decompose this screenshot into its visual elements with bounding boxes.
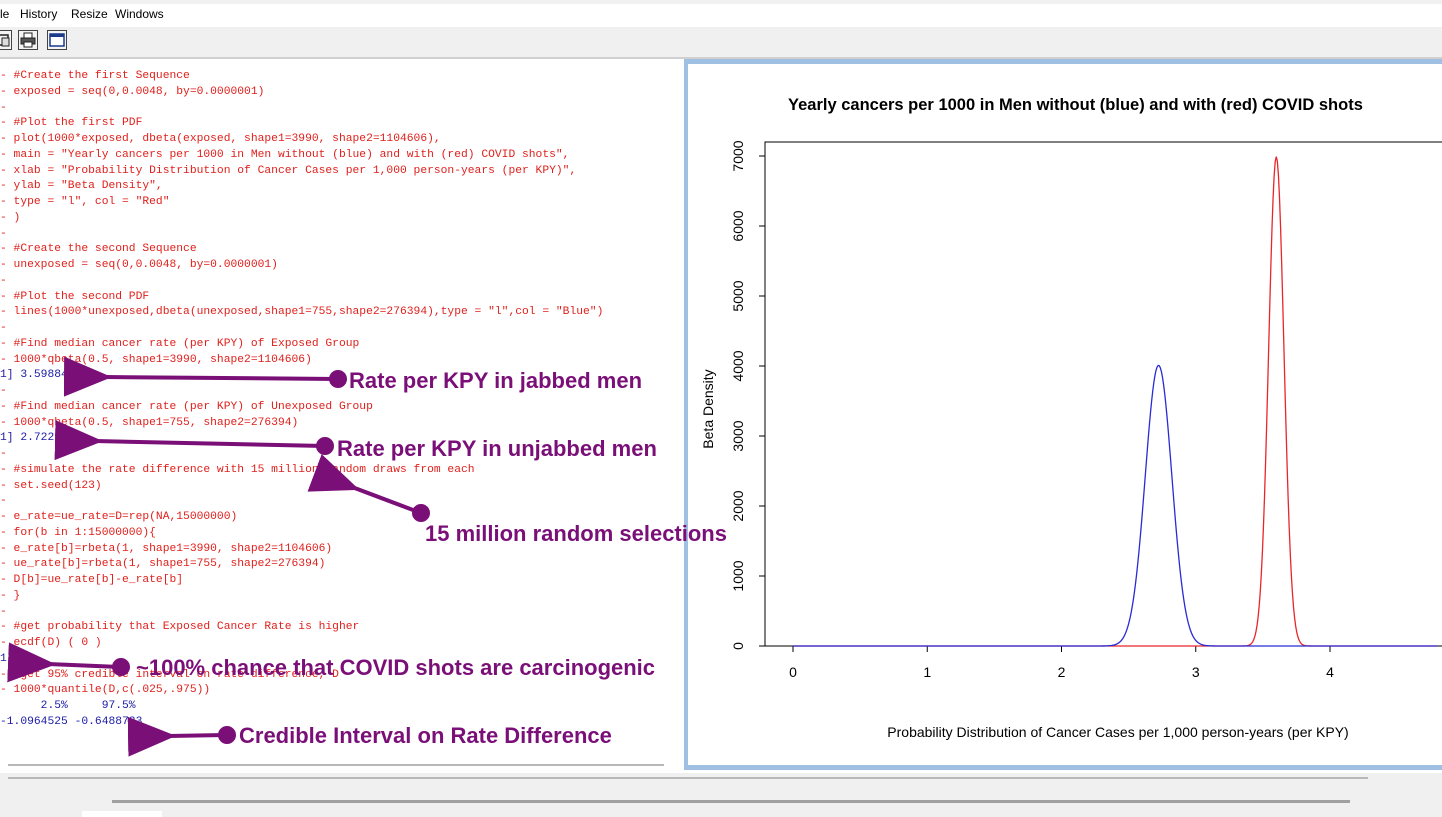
console-command-line: - #simulate the rate difference with 15 … <box>0 463 475 476</box>
console-command-line: - <box>0 227 14 240</box>
console-command-line: - #Create the first Sequence <box>0 70 190 82</box>
arrow-exposed-dot <box>329 370 347 388</box>
console-output-line: 2.5% 97.5% <box>0 700 136 712</box>
console-scroll-divider <box>8 764 664 766</box>
x-axis-label: Probability Distribution of Cancer Cases… <box>887 724 1348 740</box>
console-output-line: -1.0964525 -0.6488733 <box>0 715 143 728</box>
console-command-line: - #Find median cancer rate (per KPY) of … <box>0 400 373 413</box>
horizontal-scrollbar[interactable] <box>112 800 1350 803</box>
arrow-unexposed <box>54 420 326 461</box>
arrow-exposed <box>63 356 339 397</box>
x-tick-label: 4 <box>1326 664 1334 680</box>
console-command-line: - <box>0 101 14 114</box>
arrow-interval <box>127 716 227 757</box>
console-command-line: - type = "l", col = "Red" <box>0 196 170 208</box>
window-top-strip <box>0 0 1442 4</box>
arrow-probability-dot <box>112 658 130 676</box>
menu-windows[interactable]: Windows <box>115 7 164 21</box>
console-command-line: - plot(1000*exposed, dbeta(exposed, shap… <box>0 133 441 145</box>
console-command-line: - #get probability that Exposed Cancer R… <box>0 621 360 634</box>
chart-title: Yearly cancers per 1000 in Men without (… <box>788 96 1363 114</box>
taskbar-tab[interactable] <box>82 811 162 817</box>
x-tick-label: 2 <box>1058 664 1066 680</box>
y-tick-label: 4000 <box>730 350 746 381</box>
menu-resize[interactable]: Resize <box>71 7 108 21</box>
r-console[interactable]: - #Create the first Sequence - exposed = … <box>0 59 684 773</box>
plot-area: Yearly cancers per 1000 in Men without (… <box>688 64 1442 765</box>
y-axis-label: Beta Density <box>700 369 716 448</box>
menu-file[interactable]: le <box>0 7 10 21</box>
console-command-line: - #Create the second Sequence <box>0 243 197 256</box>
console-command-line: - <box>0 448 14 460</box>
density-chart: Yearly cancers per 1000 in Men without (… <box>700 96 1442 740</box>
y-tick-label: 5000 <box>730 280 746 311</box>
console-command-line: - #Find median cancer rate (per KPY) of … <box>0 337 360 350</box>
annotation-unexposed-rate: Rate per KPY in unjabbed men <box>337 436 657 461</box>
annotation-random-draws: 15 million random selections <box>425 521 727 546</box>
arrow-draws-dot <box>412 504 430 522</box>
x-tick-label: 1 <box>923 664 931 680</box>
y-tick-label: 1000 <box>730 560 746 591</box>
copy-icon[interactable] <box>0 30 12 50</box>
horizontal-divider <box>8 777 1368 779</box>
console-command-line: - <box>0 322 14 334</box>
console-command-line: - e_rate[b]=rbeta(1, shape1=3990, shape2… <box>0 542 333 555</box>
copy-icon-glyph <box>0 34 10 47</box>
arrow-interval-dot <box>218 726 236 744</box>
console-command-line: - <box>0 495 14 508</box>
console-command-line: - lines(1000*unexposed,dbeta(unexposed,s… <box>0 306 604 319</box>
console-command-line: - #Plot the second PDF <box>0 290 150 303</box>
console-output-line: 1] 3.598849 <box>0 369 75 382</box>
console-command-line: - ) <box>0 211 21 224</box>
menu-history[interactable]: History <box>20 7 58 21</box>
annotation-probability: ~100% chance that COVID shots are carcin… <box>136 655 656 680</box>
graphics-window[interactable]: Yearly cancers per 1000 in Men without (… <box>684 59 1442 770</box>
console-command-line: - <box>0 385 14 397</box>
annotation-interval: Credible Interval on Rate Difference <box>239 723 612 748</box>
console-command-line: - 1000*quantile(D,c(.025,.975)) <box>0 684 211 697</box>
console-command-line: - D[b]=ue_rate[b]-e_rate[b] <box>0 574 184 586</box>
console-command-line: - exposed = seq(0,0.0048, by=0.0000001) <box>0 85 265 98</box>
annotation-exposed-rate: Rate per KPY in jabbed men <box>349 368 643 393</box>
y-tick-label: 6000 <box>730 210 746 241</box>
y-tick-label: 7000 <box>730 140 746 171</box>
x-tick-label: 3 <box>1192 664 1200 680</box>
console-command-line: - ylab = "Beta Density", <box>0 180 163 193</box>
printer-icon <box>20 32 36 48</box>
arrow-draws <box>307 454 422 515</box>
console-command-line: - xlab = "Probability Distribution of Ca… <box>0 164 577 177</box>
console-command-line: - <box>0 605 14 618</box>
arrow-unexposed-dot <box>316 437 334 455</box>
y-tick-label: 3000 <box>730 420 746 451</box>
x-tick-label: 0 <box>789 664 797 680</box>
console-command-line: - main = "Yearly cancers per 1000 in Men… <box>0 148 570 161</box>
toolbar <box>0 27 1442 59</box>
console-command-line: - <box>0 274 14 287</box>
print-icon[interactable] <box>18 30 38 50</box>
console-command-line: - e_rate=ue_rate=D=rep(NA,15000000) <box>0 511 238 523</box>
window-glyph-icon <box>49 33 65 47</box>
console-command-line: - #Plot the first PDF <box>0 117 143 130</box>
console-command-line: - set.seed(123) <box>0 479 102 492</box>
console-command-line: - unexposed = seq(0,0.0048, by=0.0000001… <box>0 259 278 271</box>
y-tick-label: 0 <box>730 642 746 650</box>
series-line-unexposed <box>793 364 1438 647</box>
console-command-line: - ue_rate[b]=rbeta(1, shape1=755, shape2… <box>0 558 326 571</box>
status-area <box>0 764 1442 817</box>
y-tick-label: 2000 <box>730 490 746 521</box>
console-command-line: - } <box>0 589 21 602</box>
console-command-line: - for(b in 1:15000000){ <box>0 526 156 539</box>
arrow-probability <box>7 642 121 683</box>
window-icon[interactable] <box>47 30 67 50</box>
